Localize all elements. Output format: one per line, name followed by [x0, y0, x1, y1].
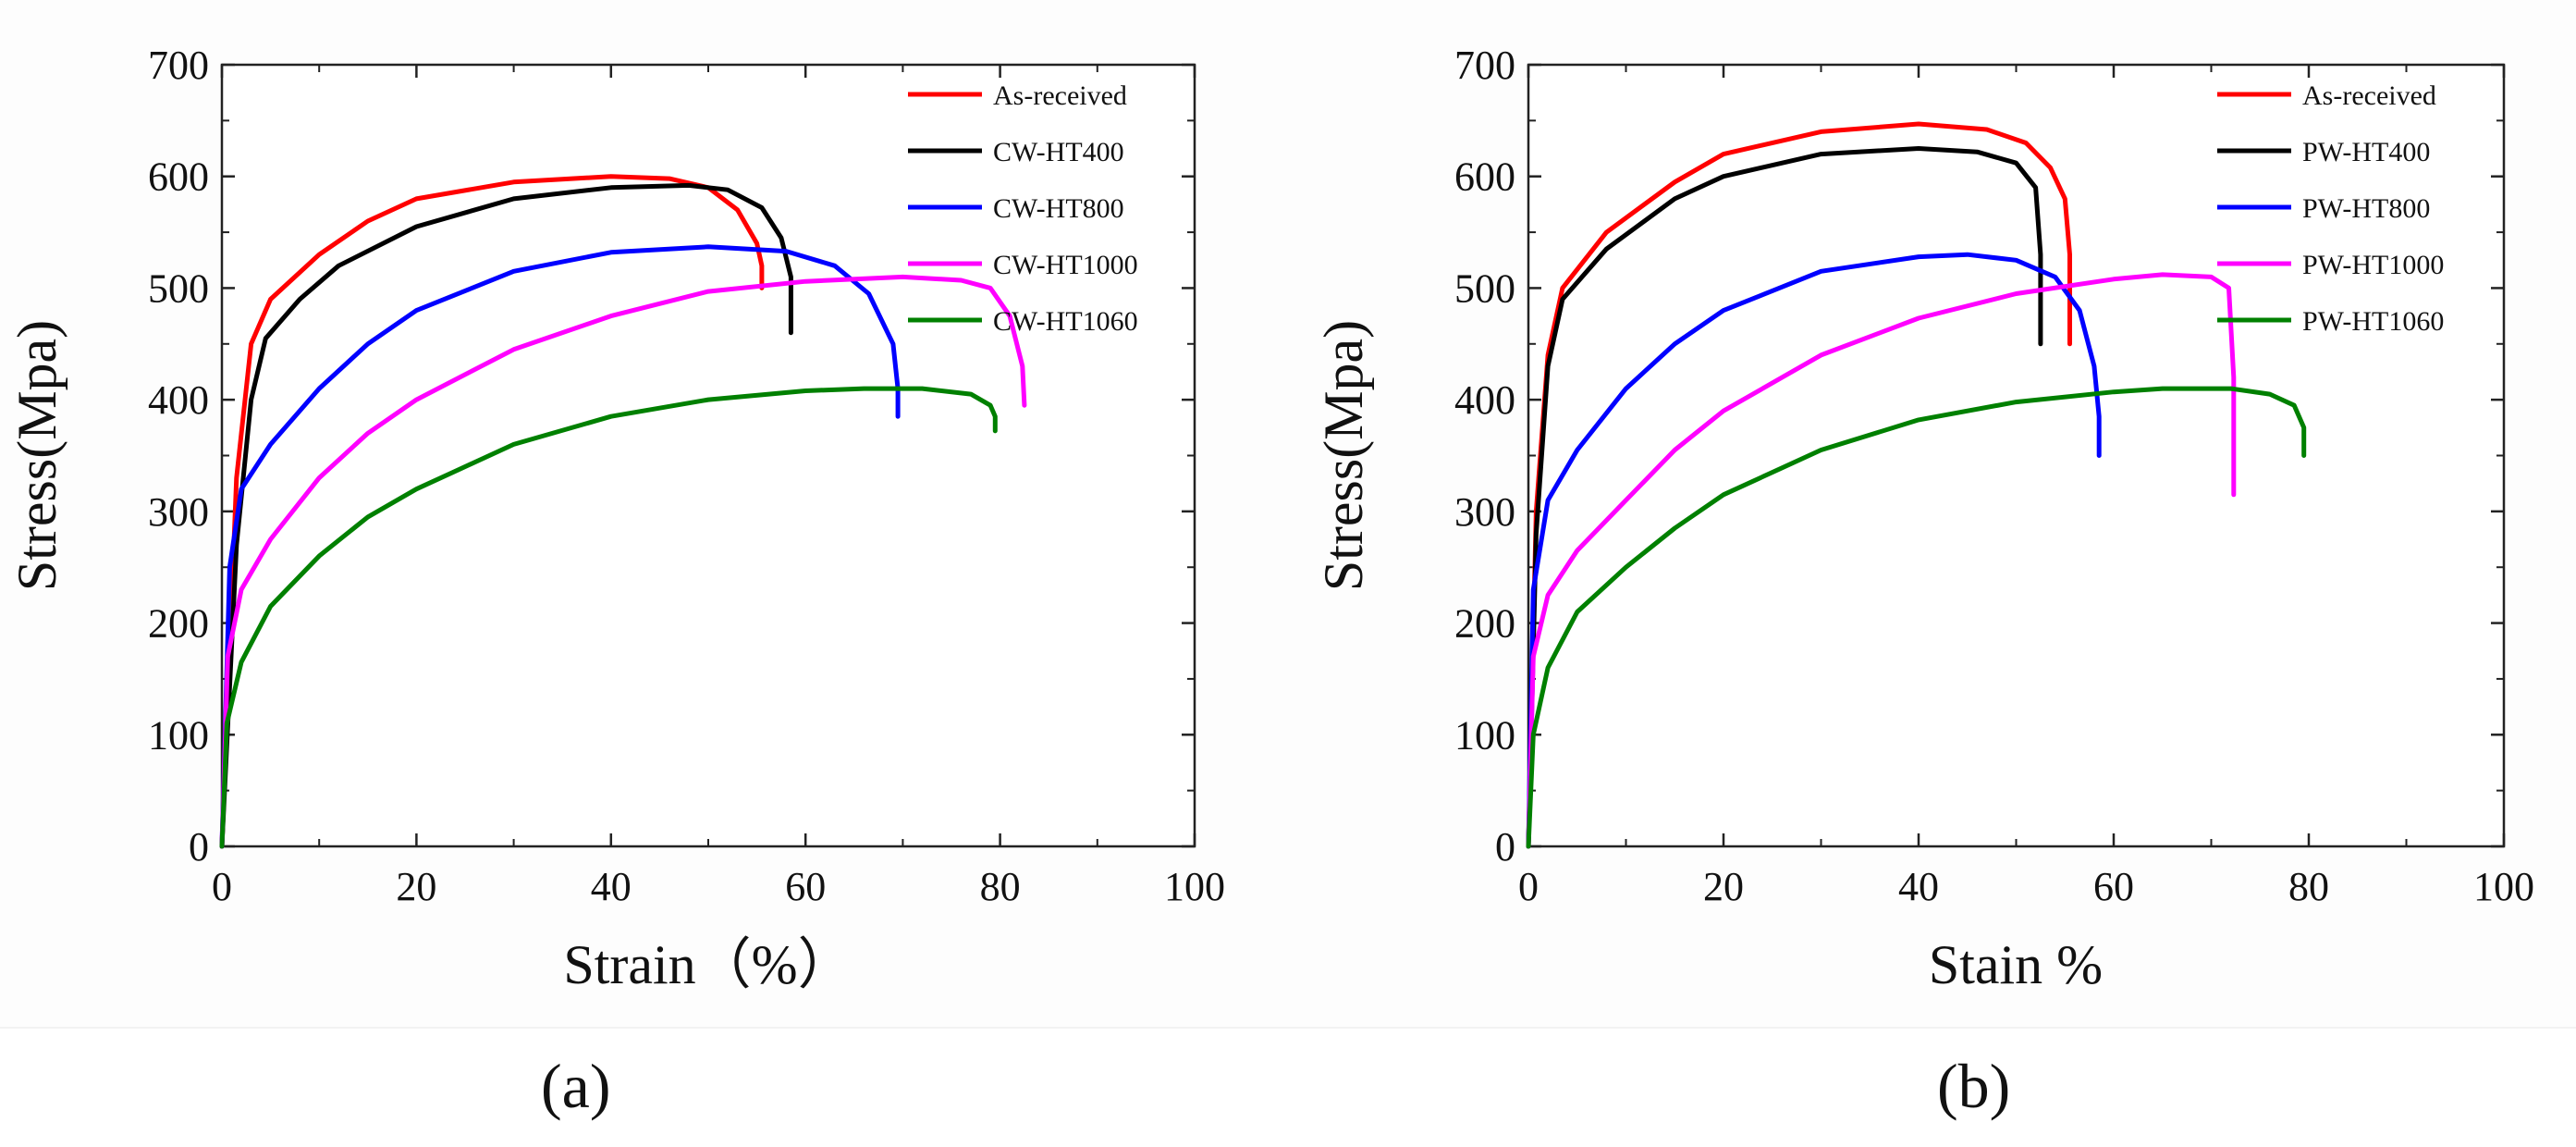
legend-label-b-2: PW-HT800 [2302, 193, 2430, 224]
series-line-b-3 [1526, 272, 2237, 849]
y-tick-label-a: 100 [148, 712, 209, 758]
chart-panel-b: 0 20 40 60 80 100 0 100 200 300 400 500 600 700 Stain … [1313, 43, 2534, 995]
figure-canvas: 0 20 40 60 80 1000100200300400500600700Strain… [6, 43, 2534, 995]
legend-label-b-1: PW-HT400 [2302, 137, 2430, 167]
legend-label-a-1: CW-HT400 [993, 137, 1124, 167]
panel-label-b: (b) [1937, 1051, 2011, 1121]
y-tick-label-a: 700 [148, 43, 209, 88]
y-tick-label-b: 700 [1454, 43, 1515, 88]
y-tick-label-a: 500 [148, 265, 209, 311]
y-axis-title-a: Stress(Mpa) [6, 320, 67, 591]
x-tick-label-b: 20 [1703, 864, 1744, 909]
y-tick-label-b: 100 [1454, 712, 1515, 758]
x-tick-label-b: 100 [2473, 864, 2534, 909]
series-line-b-2 [1526, 252, 2102, 849]
series-line-a-2 [219, 244, 901, 849]
y-tick-label-a: 0 [189, 824, 209, 870]
x-tick-label-b: 40 [1898, 864, 1939, 909]
y-tick-label-b: 500 [1454, 265, 1515, 311]
chart-panel-a: 0 20 40 60 80 100 0 100 200 300 400 500 600 700 Strain… [6, 43, 1225, 995]
x-tick-label-a: 0 [212, 864, 232, 909]
y-tick-label-b: 200 [1454, 601, 1515, 647]
legend-label-a-4: CW-HT1060 [993, 306, 1138, 337]
legend-label-a-2: CW-HT800 [993, 193, 1124, 224]
y-tick-label-b: 600 [1454, 154, 1515, 200]
x-tick-label-a: 40 [591, 864, 632, 909]
legend-label-b-3: PW-HT1000 [2302, 250, 2444, 280]
y-tick-label-a: 600 [148, 154, 209, 200]
legend-label-b-4: PW-HT1060 [2302, 306, 2444, 337]
series-line-a-3 [219, 274, 1027, 849]
plot-frame-a [220, 63, 1196, 848]
legend-label-a-0: As-received [993, 80, 1127, 111]
x-axis-title-a: Strain（%） [563, 934, 853, 995]
series-line-a-0 [219, 174, 765, 849]
x-tick-label-b: 80 [2288, 864, 2329, 909]
y-tick-label-b: 0 [1495, 824, 1515, 870]
y-axis-title-b: Stress(Mpa) [1313, 320, 1374, 591]
x-tick-label-b: 0 [1518, 864, 1539, 909]
series-line-a-4 [219, 386, 998, 849]
x-tick-label-a: 60 [785, 864, 826, 909]
y-tick-label-a: 200 [148, 601, 209, 647]
series-line-b-1 [1526, 146, 2043, 849]
x-tick-label-a: 20 [396, 864, 436, 909]
y-tick-label-b: 300 [1454, 489, 1515, 535]
series-line-b-0 [1526, 121, 2072, 849]
x-tick-label-b: 60 [2093, 864, 2134, 909]
x-axis-title-b: Stain % [1929, 934, 2103, 995]
series-line-b-4 [1526, 386, 2307, 849]
x-tick-label-a: 80 [980, 864, 1021, 909]
series-line-a-1 [219, 182, 793, 849]
x-tick-label-a: 100 [1164, 864, 1225, 909]
y-tick-label-b: 400 [1454, 377, 1515, 423]
caption-divider [0, 1027, 2576, 1029]
y-tick-label-a: 300 [148, 489, 209, 535]
panel-label-a: (a) [541, 1051, 611, 1121]
legend-label-b-0: As-received [2302, 80, 2436, 111]
y-tick-label-a: 400 [148, 377, 209, 423]
legend-label-a-3: CW-HT1000 [993, 250, 1138, 280]
plot-frame-b [1527, 63, 2506, 848]
